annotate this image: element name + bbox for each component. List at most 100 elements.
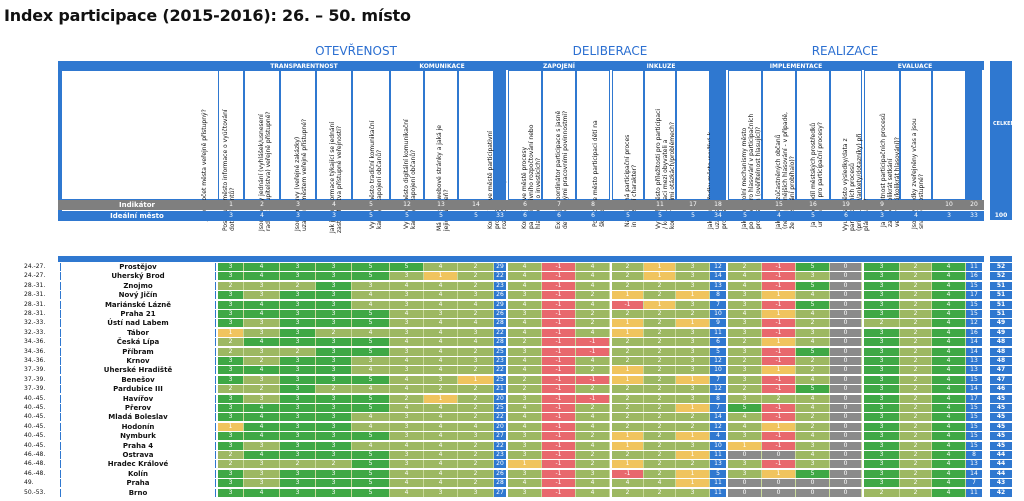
score-cell: -1 [576, 347, 610, 356]
score-cell: 1 [612, 328, 644, 337]
score-cell: -1 [542, 338, 576, 347]
score-cell: 2 [316, 460, 352, 469]
score-cell: -1 [542, 347, 576, 356]
score-cell: 4 [390, 469, 424, 478]
subtotal-cell: 6 [710, 338, 726, 347]
header-band [58, 61, 984, 70]
score-cell: 5 [390, 263, 424, 271]
score-cell: -1 [762, 328, 796, 337]
header-left-edge [58, 70, 62, 213]
score-cell: 3 [244, 347, 280, 356]
score-cell: 3 [728, 328, 762, 337]
ideal-value: 5 [405, 212, 409, 219]
score-cell: 3 [796, 328, 830, 337]
row-rank: 24.-27. [24, 263, 46, 270]
score-cell: 3 [218, 413, 244, 422]
score-cell: 2 [796, 422, 830, 431]
score-cell: 0 [830, 347, 862, 356]
score-cell: 2 [796, 413, 830, 422]
ideal-value: 5 [369, 212, 373, 219]
score-cell: 3 [676, 347, 710, 356]
row-city-name: Mariánské Lázně [60, 300, 216, 309]
subsection-label: IMPLEMENTACE [769, 63, 823, 70]
score-cell: 3 [218, 300, 244, 309]
score-cell: 0 [830, 272, 862, 281]
score-cell: 2 [900, 413, 932, 422]
score-cell: 2 [576, 460, 610, 469]
indicator-number: 16 [809, 201, 817, 208]
score-cell: 5 [352, 432, 390, 441]
score-cell: 3 [864, 347, 900, 356]
score-cell: 3 [458, 328, 494, 337]
subtotal-cell: 14 [966, 385, 982, 394]
score-cell: -1 [576, 394, 610, 403]
score-cell: 4 [424, 300, 458, 309]
total-cell: 51 [990, 300, 1012, 309]
total-cell: 45 [990, 432, 1012, 441]
score-cell: 4 [796, 375, 830, 384]
score-cell: 3 [864, 328, 900, 337]
score-cell: -1 [542, 300, 576, 309]
score-cell: 3 [218, 310, 244, 318]
score-cell: 2 [576, 319, 610, 328]
subtotal-cell: 8 [710, 291, 726, 300]
row-city-name: Havířov [60, 394, 216, 403]
score-cell: 3 [458, 488, 494, 497]
score-cell: 4 [932, 451, 966, 459]
score-cell: 1 [218, 422, 244, 431]
row-rank: 24.-27. [24, 272, 46, 280]
subsection-label: ZAPOJENÍ [542, 63, 576, 70]
score-cell: 0 [830, 291, 862, 300]
indicator-number: 20 [970, 201, 978, 208]
score-cell: 2 [900, 300, 932, 309]
score-cell: 3 [316, 338, 352, 347]
indicator-number: 18 [714, 201, 722, 208]
row-rank: 37.-39. [24, 385, 46, 393]
score-cell: 4 [576, 422, 610, 431]
question-cell [644, 70, 676, 200]
ideal-value: 6 [591, 212, 595, 219]
score-cell: 4 [424, 432, 458, 441]
question-cell [542, 70, 576, 200]
score-cell: 4 [244, 310, 280, 318]
score-cell: 2 [900, 469, 932, 478]
question-cell [316, 70, 352, 200]
score-cell: 3 [244, 281, 280, 290]
score-cell: 4 [508, 328, 542, 337]
score-cell: 4 [458, 319, 494, 328]
score-cell: -1 [542, 272, 576, 281]
score-cell: 0 [796, 479, 830, 488]
total-cell: 44 [990, 460, 1012, 469]
row-city-name: Hodonín [60, 422, 216, 431]
subtotal-cell: 22 [494, 366, 506, 375]
score-cell: 3 [864, 281, 900, 290]
row-rank: 46.-48. [24, 460, 46, 468]
score-cell: 5 [796, 281, 830, 290]
score-cell: 3 [864, 300, 900, 309]
total-cell: 51 [990, 281, 1012, 290]
indicator-number: 8 [591, 201, 595, 208]
ideal-value: 3 [880, 212, 884, 219]
score-cell: 4 [796, 404, 830, 412]
score-cell: -1 [762, 385, 796, 394]
score-cell: 3 [390, 272, 424, 281]
section-otevrenost: OTEVŘENOST [315, 44, 397, 58]
indicator-number: 2 [260, 201, 264, 208]
score-cell: 0 [830, 300, 862, 309]
score-cell: 2 [900, 357, 932, 365]
score-cell: 4 [424, 451, 458, 459]
score-cell: 1 [676, 479, 710, 488]
score-cell: 5 [728, 404, 762, 412]
score-cell: 4 [424, 469, 458, 478]
score-cell: -1 [762, 272, 796, 281]
row-rank: 34.-36. [24, 357, 46, 364]
score-cell: 0 [830, 328, 862, 337]
score-cell: 4 [352, 291, 390, 300]
score-cell: 4 [932, 281, 966, 290]
score-cell: 1 [644, 263, 676, 271]
subtotal-cell: 23 [494, 451, 506, 459]
score-cell: 2 [458, 347, 494, 356]
score-cell: 2 [728, 357, 762, 365]
ideal-value: 3 [332, 212, 336, 219]
ideal-value: 4 [777, 212, 781, 219]
